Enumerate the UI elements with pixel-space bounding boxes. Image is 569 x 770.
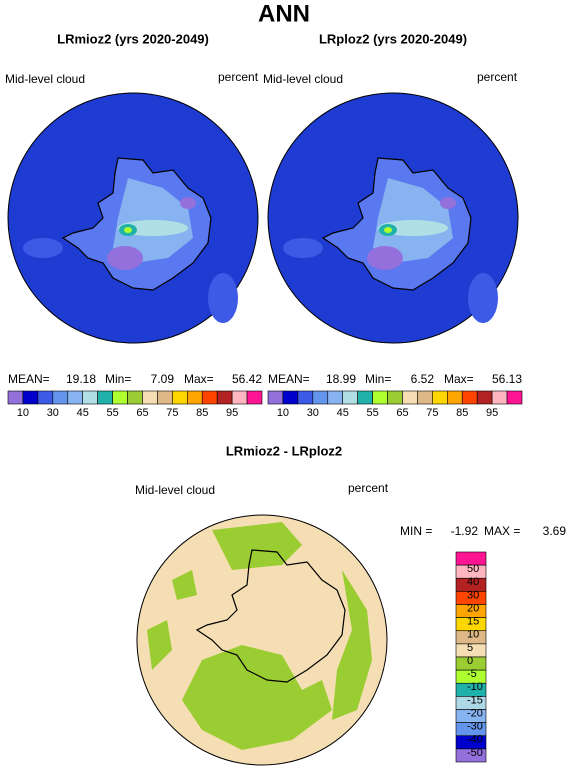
variable: Mid-level cloud [135, 483, 215, 497]
colorbar-label: 30 [307, 407, 319, 419]
colorbar-box [297, 390, 314, 405]
colorbar-box [461, 390, 478, 405]
stat-value: 56.13 [492, 372, 522, 386]
stat-value: -1.92 [451, 524, 479, 538]
colorbar-label: -40 [467, 734, 483, 746]
colorbar-label: 0 [467, 655, 473, 667]
variable: Mid-level cloud [263, 72, 343, 86]
colorbar-label: 20 [467, 602, 479, 614]
colorbar-box [157, 390, 173, 405]
colorbar-box [216, 390, 233, 405]
units: percent [218, 70, 259, 84]
colorbar-box [372, 390, 388, 405]
colorbar-label: 55 [366, 407, 378, 419]
units: percent [348, 481, 389, 495]
colorbar-label: 5 [467, 642, 473, 654]
stats: MEAN= 18.99 Min= 6.52 Max= 56.13 [268, 372, 522, 386]
panel-title: LRploz2 (yrs 2020-2049) [319, 31, 467, 46]
colorbar-label: -10 [467, 681, 483, 693]
stat-label: MAX = [484, 524, 520, 538]
stat-label: Max= [184, 372, 214, 386]
colorbar-box [387, 390, 403, 405]
stat-value: 56.42 [232, 372, 262, 386]
stat-label: MEAN= [268, 372, 310, 386]
colorbar-box [7, 390, 24, 405]
stat-value: 18.99 [326, 372, 356, 386]
colorbar-box [142, 390, 158, 405]
colorbar-label: 85 [456, 407, 468, 419]
colorbar-box [201, 390, 218, 405]
stat-label: MEAN= [8, 372, 50, 386]
variable: Mid-level cloud [5, 72, 85, 86]
stat-label: Min= [365, 372, 391, 386]
colorbar-box [231, 390, 248, 405]
colorbar-label: 45 [77, 407, 89, 419]
colorbar-box [67, 390, 84, 405]
stats: MIN = -1.92 MAX = 3.69 [400, 524, 566, 538]
stat-label: MIN = [400, 524, 432, 538]
colorbar-label: -20 [467, 707, 483, 719]
colorbar-label: 50 [467, 563, 479, 575]
colorbar-box [312, 390, 329, 405]
colorbar-box [267, 390, 284, 405]
colorbar-box [342, 390, 358, 405]
map [136, 514, 388, 766]
colorbar-label: 10 [17, 407, 29, 419]
map [8, 93, 258, 343]
stat-label: Min= [105, 372, 131, 386]
colorbar-box [97, 390, 113, 405]
colorbar-box [246, 390, 263, 405]
colorbar-label: 85 [196, 407, 208, 419]
colorbar-label: 55 [106, 407, 118, 419]
colorbar-box [455, 748, 487, 763]
colorbar-label: 10 [277, 407, 289, 419]
stats: MEAN= 19.18 Min= 7.09 Max= 56.42 [8, 372, 262, 386]
colorbar-box [172, 390, 188, 405]
colorbar-box [327, 390, 344, 405]
colorbar-box [506, 390, 523, 405]
colorbar-label: 95 [226, 407, 238, 419]
colorbar-box [432, 390, 448, 405]
panel-title: LRmioz2 - LRploz2 [226, 443, 342, 458]
colorbar-box [282, 390, 299, 405]
colorbar-label: 15 [467, 616, 479, 628]
colorbar-box [446, 390, 463, 405]
colorbar-box [491, 390, 508, 405]
colorbar-label: 65 [136, 407, 148, 419]
colorbar-label: 95 [486, 407, 498, 419]
colorbar-box [357, 390, 373, 405]
colorbar-label: 65 [396, 407, 408, 419]
colorbar-box [112, 390, 128, 405]
colorbar-box [82, 390, 98, 405]
colorbar-box [402, 390, 418, 405]
colorbar-box [22, 390, 39, 405]
stat-value: 6.52 [411, 372, 435, 386]
colorbar-label: -5 [467, 668, 477, 680]
stat-value: 19.18 [66, 372, 96, 386]
colorbar-label: 30 [467, 589, 479, 601]
colorbar-box [127, 390, 143, 405]
panel-title: LRmioz2 (yrs 2020-2049) [57, 31, 209, 46]
stat-label: Max= [444, 372, 474, 386]
colorbar-label: 75 [426, 407, 438, 419]
stat-value: 3.69 [543, 524, 567, 538]
colorbar-box [52, 390, 69, 405]
colorbar-box [186, 390, 203, 405]
colorbar-label: 30 [47, 407, 59, 419]
colorbar-label: -50 [467, 747, 483, 759]
colorbar-box [37, 390, 54, 405]
colorbar-label: 45 [337, 407, 349, 419]
colorbar-label: 10 [467, 629, 479, 641]
colorbar-label: -15 [467, 694, 483, 706]
colorbar-label: 75 [166, 407, 178, 419]
colorbar-box [417, 390, 433, 405]
figure-title: ANN [258, 0, 310, 27]
colorbar-box [476, 390, 493, 405]
units: percent [477, 70, 518, 84]
colorbar-label: 40 [467, 576, 479, 588]
colorbar-label: -30 [467, 721, 483, 733]
stat-value: 7.09 [151, 372, 175, 386]
map [268, 93, 518, 343]
